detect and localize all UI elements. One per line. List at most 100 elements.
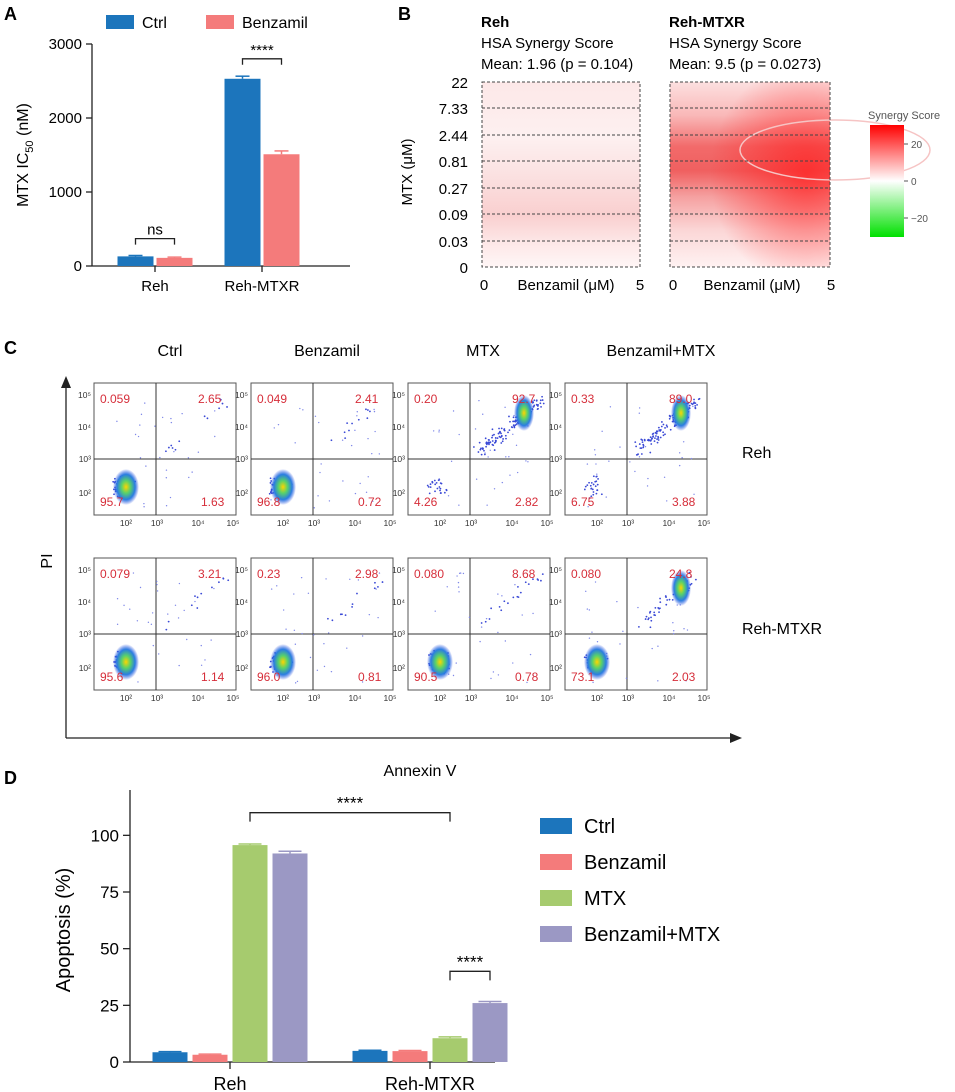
event-dot bbox=[299, 407, 301, 410]
event-dot bbox=[145, 465, 147, 467]
heatmap-reh-metric: HSA Synergy Score bbox=[481, 35, 614, 52]
flow-plot: 10⁵ 10⁴ 10³ 10² 10² 10³ 10⁴ 10⁵ 0.059 2.65 95.7 1.6… bbox=[78, 382, 240, 528]
flow-x-tick-label: 10⁴ bbox=[348, 693, 361, 703]
event-dot bbox=[158, 653, 160, 655]
event-dot bbox=[514, 424, 517, 427]
event-dot bbox=[591, 631, 593, 633]
flow-x-tick-label: 10² bbox=[277, 693, 289, 703]
event-dot bbox=[596, 489, 599, 492]
event-dot bbox=[434, 610, 436, 612]
flow-x-tick-label: 10⁵ bbox=[384, 518, 397, 528]
heatmap-reh-xlabel: Benzamil (μM) bbox=[518, 277, 615, 294]
event-dot bbox=[608, 460, 610, 462]
event-dot bbox=[514, 584, 516, 586]
event-dot bbox=[196, 596, 199, 599]
flow-x-tick-label: 10² bbox=[277, 518, 289, 528]
event-dot bbox=[497, 674, 500, 676]
event-dot bbox=[143, 502, 145, 505]
event-dot bbox=[165, 505, 168, 507]
event-dot bbox=[540, 405, 542, 408]
event-dot bbox=[541, 395, 543, 398]
panel-d-bar-ctrl bbox=[152, 1052, 188, 1062]
event-dot bbox=[428, 492, 431, 495]
event-dot bbox=[513, 426, 516, 429]
event-dot bbox=[171, 447, 174, 449]
event-dot bbox=[634, 470, 636, 473]
event-dot bbox=[681, 457, 683, 459]
event-dot bbox=[178, 664, 180, 667]
event-dot bbox=[609, 406, 612, 408]
event-dot bbox=[653, 614, 656, 616]
event-dot bbox=[309, 656, 312, 659]
heatmap-mtxr-hotspot bbox=[670, 82, 830, 267]
event-dot bbox=[537, 407, 539, 410]
quadrant-lower-left: 95.7 bbox=[100, 495, 124, 509]
event-dot bbox=[161, 416, 164, 419]
flow-x-tick-label: 10² bbox=[591, 518, 603, 528]
event-dot bbox=[447, 495, 450, 497]
event-dot bbox=[200, 592, 203, 595]
event-dot bbox=[491, 434, 494, 437]
event-dot bbox=[642, 446, 645, 449]
event-dot bbox=[686, 629, 689, 631]
event-dot bbox=[486, 504, 488, 506]
event-dot bbox=[348, 429, 350, 432]
flow-x-tick-label: 10³ bbox=[465, 518, 477, 528]
event-dot bbox=[197, 451, 200, 453]
event-dot bbox=[508, 415, 510, 418]
event-dot bbox=[307, 592, 310, 594]
heatmap-mtxr-x-tick-0: 0 bbox=[669, 277, 677, 294]
panel-d-x-tick-label: Reh bbox=[213, 1074, 246, 1092]
quadrant-lower-left: 4.26 bbox=[414, 495, 438, 509]
event-dot bbox=[665, 603, 668, 606]
event-dot bbox=[668, 598, 671, 601]
flow-x-tick-label: 10⁵ bbox=[227, 518, 240, 528]
event-dot bbox=[694, 402, 697, 405]
event-dot bbox=[356, 411, 358, 413]
event-dot bbox=[542, 402, 545, 405]
legend-swatch-ctrl bbox=[540, 818, 572, 834]
event-dot bbox=[657, 680, 659, 682]
flow-events bbox=[268, 407, 381, 509]
event-dot bbox=[174, 448, 177, 451]
event-dot bbox=[597, 478, 599, 480]
flow-x-tick-label: 10³ bbox=[308, 518, 320, 528]
event-dot bbox=[493, 433, 495, 436]
legend-label-benzamil: Benzamil bbox=[242, 15, 308, 32]
heatmap-mtxr-mean: Mean: 9.5 (p = 0.0273) bbox=[669, 56, 821, 73]
event-dot bbox=[139, 424, 141, 426]
event-dot bbox=[540, 579, 542, 582]
event-dot bbox=[144, 402, 146, 404]
event-dot bbox=[429, 486, 432, 489]
event-dot bbox=[657, 607, 660, 609]
panel-d-bar-ctrl bbox=[352, 1050, 388, 1062]
quadrant-upper-right: 3.21 bbox=[198, 567, 222, 581]
column-label: MTX bbox=[466, 343, 500, 360]
flow-y-tick-label: 10⁴ bbox=[78, 597, 91, 607]
event-dot bbox=[440, 482, 443, 485]
event-dot bbox=[512, 416, 515, 419]
flow-events bbox=[112, 398, 228, 508]
event-dot bbox=[660, 425, 663, 428]
flow-x-tick-label: 10⁵ bbox=[698, 693, 711, 703]
event-dot bbox=[650, 443, 653, 445]
event-dot bbox=[445, 488, 448, 491]
event-dot bbox=[377, 586, 379, 588]
event-dot bbox=[174, 604, 177, 606]
event-dot bbox=[129, 608, 131, 610]
event-dot bbox=[373, 410, 376, 413]
heatmap-y-tick-label: 2.44 bbox=[439, 128, 468, 145]
event-dot bbox=[478, 441, 481, 444]
event-dot bbox=[585, 590, 587, 593]
event-dot bbox=[433, 479, 436, 482]
event-dot bbox=[541, 573, 544, 576]
flow-x-tick-label: 10⁴ bbox=[662, 693, 675, 703]
event-dot bbox=[194, 595, 196, 598]
event-dot bbox=[661, 421, 663, 423]
quadrant-upper-right: 89.0 bbox=[669, 392, 693, 406]
legend-label-benzamil: Benzamil bbox=[584, 852, 666, 874]
flow-x-tick-label: 10⁵ bbox=[541, 518, 554, 528]
heatmap-mtxr-contour bbox=[739, 119, 931, 181]
flow-y-tick-label: 10⁴ bbox=[549, 597, 562, 607]
